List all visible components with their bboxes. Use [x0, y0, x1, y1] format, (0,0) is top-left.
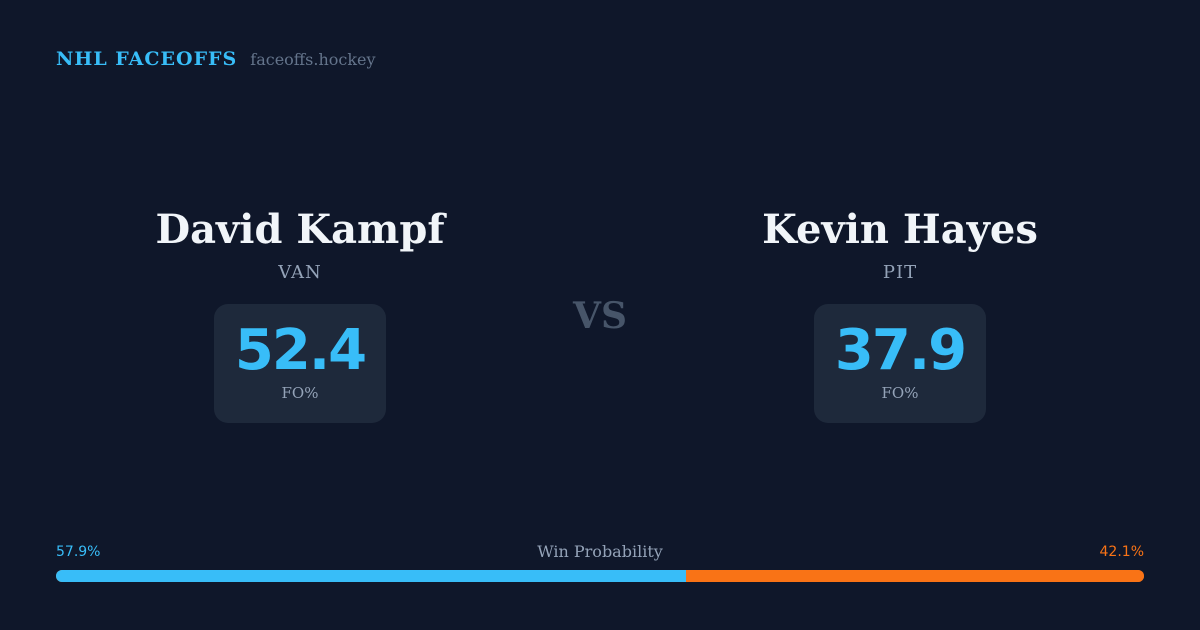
win-probability-bar-right-segment [685, 570, 1144, 582]
faceoff-stat-box: 37.9 FO% [814, 304, 986, 423]
faceoff-stat-box: 52.4 FO% [214, 304, 386, 423]
win-probability-bar-left-segment [56, 570, 686, 582]
faceoff-percentage-label: FO% [281, 384, 319, 402]
player-name: David Kampf [155, 206, 445, 253]
win-probability-title: Win Probability [537, 542, 663, 561]
player-card-right: Kevin Hayes PIT 37.9 FO% [660, 204, 1140, 423]
player-name: Kevin Hayes [762, 206, 1038, 253]
win-probability-header: 57.9% Win Probability 42.1% [56, 542, 1144, 564]
faceoff-percentage-value: 37.9 [834, 318, 967, 383]
player-card-left: David Kampf VAN 52.4 FO% [60, 204, 540, 423]
team-abbreviation: PIT [882, 262, 918, 283]
win-probability-bar [56, 570, 1144, 582]
faceoff-percentage-label: FO% [881, 384, 919, 402]
brand: NHL FACEOFFS faceoffs.hockey [56, 48, 376, 70]
faceoff-percentage-value: 52.4 [234, 318, 367, 383]
win-probability-left-value: 57.9% [56, 544, 101, 560]
team-abbreviation: VAN [278, 262, 322, 283]
brand-domain: faceoffs.hockey [250, 50, 376, 69]
versus-label: VS [573, 295, 627, 337]
win-probability-right-value: 42.1% [1099, 544, 1144, 560]
brand-name: NHL FACEOFFS [56, 48, 238, 70]
